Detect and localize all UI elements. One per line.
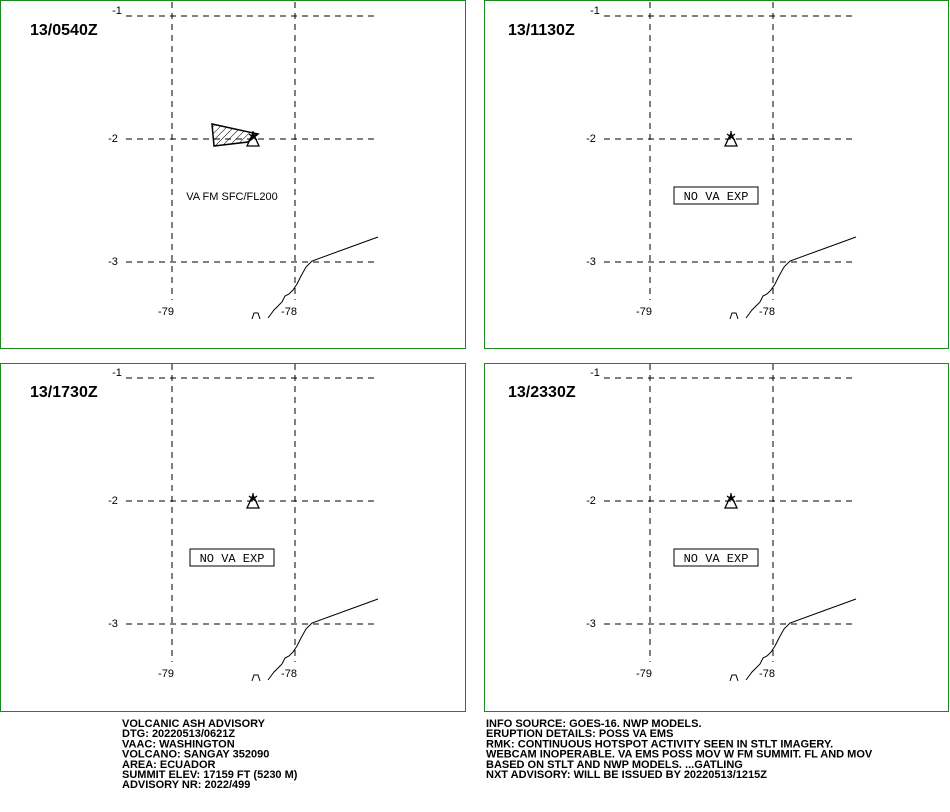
- lon-label: -79: [158, 668, 174, 680]
- lon-label: -78: [281, 668, 297, 680]
- panel: -1 -2 -3 -79 -78 NO VA EXP 13/2330Z: [508, 364, 857, 682]
- valid-time: 13/2330Z: [508, 384, 576, 401]
- footer-line: VOLCANIC ASH ADVISORY: [122, 718, 266, 730]
- lat-label: -3: [586, 618, 596, 630]
- coastline: [251, 312, 261, 320]
- panel-border: [0, 363, 466, 712]
- panel-border: [484, 363, 949, 712]
- footer-line: NXT ADVISORY: WILL BE ISSUED BY 20220513…: [486, 769, 767, 781]
- footer-line: AREA: ECUADOR: [122, 759, 216, 771]
- coastline: [729, 312, 739, 320]
- footer-line: RMK: CONTINUOUS HOTSPOT ACTIVITY SEEN IN…: [486, 738, 833, 750]
- lat-label: -3: [586, 256, 596, 268]
- panel-border: [484, 0, 949, 349]
- lon-label: -78: [281, 306, 297, 318]
- lat-label: -2: [586, 495, 596, 507]
- footer-line: BASED ON STLT AND NWP MODELS. ...GATLING: [486, 759, 743, 771]
- ash-area: [211, 123, 260, 147]
- panel-border: [0, 0, 466, 349]
- lon-label: -79: [636, 306, 652, 318]
- coastline: [745, 236, 857, 319]
- lat-label: -2: [586, 133, 596, 145]
- footer-line: ERUPTION DETAILS: POSS VA EMS: [486, 728, 673, 740]
- coastline: [729, 674, 739, 682]
- annotation-box: [673, 186, 759, 205]
- volcano-plume: [248, 493, 258, 503]
- volcano-plume: [726, 493, 736, 503]
- lat-label: -1: [590, 5, 600, 17]
- panel: -1 -2 -3 -79 -78 VA FM SFC/FL200 13/0540Z: [30, 2, 379, 320]
- coastline: [251, 674, 261, 682]
- lat-label: -2: [108, 133, 118, 145]
- annotation-box: [673, 548, 759, 567]
- lon-label: -78: [759, 668, 775, 680]
- lat-label: -3: [108, 618, 118, 630]
- annotation: VA FM SFC/FL200: [186, 191, 278, 203]
- coastline: [267, 598, 379, 681]
- footer-line: DTG: 20220513/0621Z: [122, 728, 235, 740]
- coastline: [745, 598, 857, 681]
- valid-time: 13/1730Z: [30, 384, 98, 401]
- lon-label: -79: [158, 306, 174, 318]
- footer-line: SUMMIT ELEV: 17159 FT (5230 M): [122, 769, 298, 781]
- footer-line: INFO SOURCE: GOES-16. NWP MODELS.: [486, 718, 702, 730]
- volcano-plume: [726, 131, 736, 141]
- annotation: NO VA EXP: [684, 190, 749, 204]
- footer-line: ADVISORY NR: 2022/499: [122, 779, 250, 791]
- annotation: NO VA EXP: [200, 552, 265, 566]
- panel: -1 -2 -3 -79 -78 NO VA EXP 13/1130Z: [508, 2, 857, 320]
- lon-label: -79: [636, 668, 652, 680]
- footer-line: VAAC: WASHINGTON: [122, 738, 235, 750]
- valid-time: 13/1130Z: [508, 22, 575, 39]
- coastline: [267, 236, 379, 319]
- annotation-box: [189, 548, 275, 567]
- valid-time: 13/0540Z: [30, 22, 98, 39]
- lat-label: -2: [108, 495, 118, 507]
- lat-label: -1: [590, 367, 600, 379]
- footer-line: VOLCANO: SANGAY 352090: [122, 749, 269, 761]
- lat-label: -3: [108, 256, 118, 268]
- panel: -1 -2 -3 -79 -78 NO VA EXP 13/1730Z: [30, 364, 379, 682]
- lat-label: -1: [112, 367, 122, 379]
- annotation: NO VA EXP: [684, 552, 749, 566]
- footer-line: WEBCAM INOPERABLE. VA EMS POSS MOV W FM …: [486, 749, 873, 761]
- lat-label: -1: [112, 5, 122, 17]
- lon-label: -78: [759, 306, 775, 318]
